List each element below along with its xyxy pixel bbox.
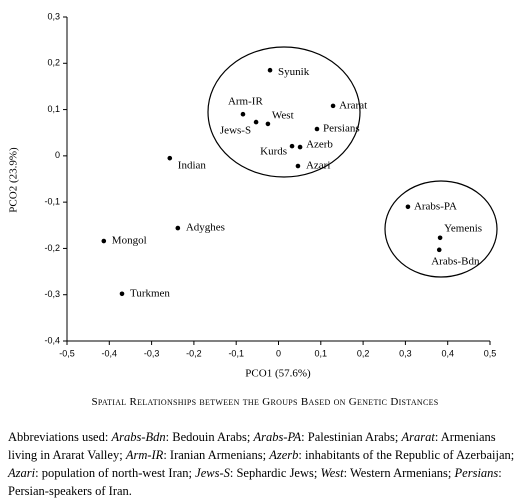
point (175, 225, 181, 231)
point (267, 67, 273, 73)
y-tick-label: 0 (55, 150, 60, 160)
y-tick-label: 0,2 (47, 58, 60, 68)
x-tick-label: 0,4 (441, 348, 454, 358)
point (437, 235, 443, 241)
y-axis-title: PCO2 (23.9%) (8, 147, 20, 213)
abbr-term: Azerb (269, 448, 299, 462)
y-tick-label: -0,3 (44, 289, 60, 299)
point (289, 143, 295, 149)
chart: PCO1 (57.6%) PCO2 (23.9%) -0,4 -0,3 -0,2 -0… (8, 11, 498, 380)
point (253, 119, 259, 125)
y-tick-label: -0,4 (44, 335, 60, 345)
abbr-term: Arabs-Bdn (111, 430, 166, 444)
point-label: Arabs-Bdn (431, 255, 480, 267)
x-tick-label: -0,3 (144, 348, 160, 358)
cluster-ellipse (207, 46, 361, 178)
x-tick-label: -0,4 (102, 348, 118, 358)
y-tick-label: 0,1 (47, 104, 60, 114)
abbr-term: Arm-IR (125, 448, 164, 462)
point (240, 111, 246, 117)
point-label: Yemenis (444, 222, 482, 234)
abbr-intro: Abbreviations used: (8, 430, 112, 444)
x-axis-title: PCO1 (57.6%) (245, 368, 311, 380)
point (101, 238, 107, 244)
point-label: Azari (306, 160, 330, 172)
abbr-definition: : Iranian Armenians; (163, 448, 270, 462)
y-tick-label: 0,3 (47, 11, 60, 21)
abbr-definition: : Armenians living in Ararat Valley; (8, 430, 496, 462)
point-label: West (272, 109, 294, 121)
x-tick-label: 0,2 (357, 348, 370, 358)
abbr-definition: : Bedouin Arabs; (165, 430, 254, 444)
abbr-term: Azari (8, 466, 36, 480)
x-tick-label: -0,1 (228, 348, 244, 358)
point-label: Syunik (278, 66, 310, 78)
point-label: Mongol (112, 235, 147, 247)
y-tick-label: -0,2 (44, 243, 60, 253)
x-tick-label: 0,5 (484, 348, 497, 358)
point-label: Kurds (260, 146, 287, 158)
abbr-term: West (320, 466, 344, 480)
abbr-definition: : inhabitants of the Republic of Azerbai… (298, 448, 515, 462)
abbr-definition: : Palestinian Arabs; (301, 430, 402, 444)
abbr-term: Jews-S (195, 466, 230, 480)
point (295, 163, 301, 169)
x-tick-label: 0,1 (315, 348, 328, 358)
point-label: Arabs-PA (414, 200, 457, 212)
x-tick-label: -0,2 (186, 348, 202, 358)
abbr-definition: : Western Armenians; (343, 466, 455, 480)
point-label: Indian (178, 160, 207, 172)
point (297, 144, 303, 150)
abbr-definition: : Persian-speakers of Iran. (8, 466, 502, 498)
point-label: Adyghes (186, 222, 225, 234)
x-tick-label: 0 (276, 348, 281, 358)
point (405, 204, 411, 210)
point (314, 126, 320, 132)
abbr-term: Persians (454, 466, 499, 480)
point (167, 155, 173, 161)
point-label: Turkmen (130, 287, 170, 299)
point-label: Persians (323, 123, 360, 135)
abbr-term: Arabs-PA (253, 430, 302, 444)
abbreviations: Abbreviations used: Arabs-Bdn: Bedouin A… (8, 428, 522, 500)
point-label: Jews-S (220, 125, 251, 137)
cluster-ellipse (384, 180, 498, 278)
abbr-definition: : Sephardic Jews; (229, 466, 321, 480)
point (330, 103, 336, 109)
y-tick-label: -0,1 (44, 197, 60, 207)
point (436, 247, 442, 253)
point-label: Arm-IR (228, 96, 263, 108)
x-tick-label: -0,5 (59, 348, 75, 358)
abbr-term: Ararat (401, 430, 435, 444)
point (265, 121, 271, 127)
point (119, 291, 125, 297)
point-label: Azerb (306, 139, 333, 151)
abbr-definition: : population of north-west Iran; (35, 466, 196, 480)
caption: Spatial Relationships between the Groups… (91, 396, 439, 408)
x-tick-label: 0,3 (399, 348, 412, 358)
point-label: Ararat (339, 99, 367, 111)
